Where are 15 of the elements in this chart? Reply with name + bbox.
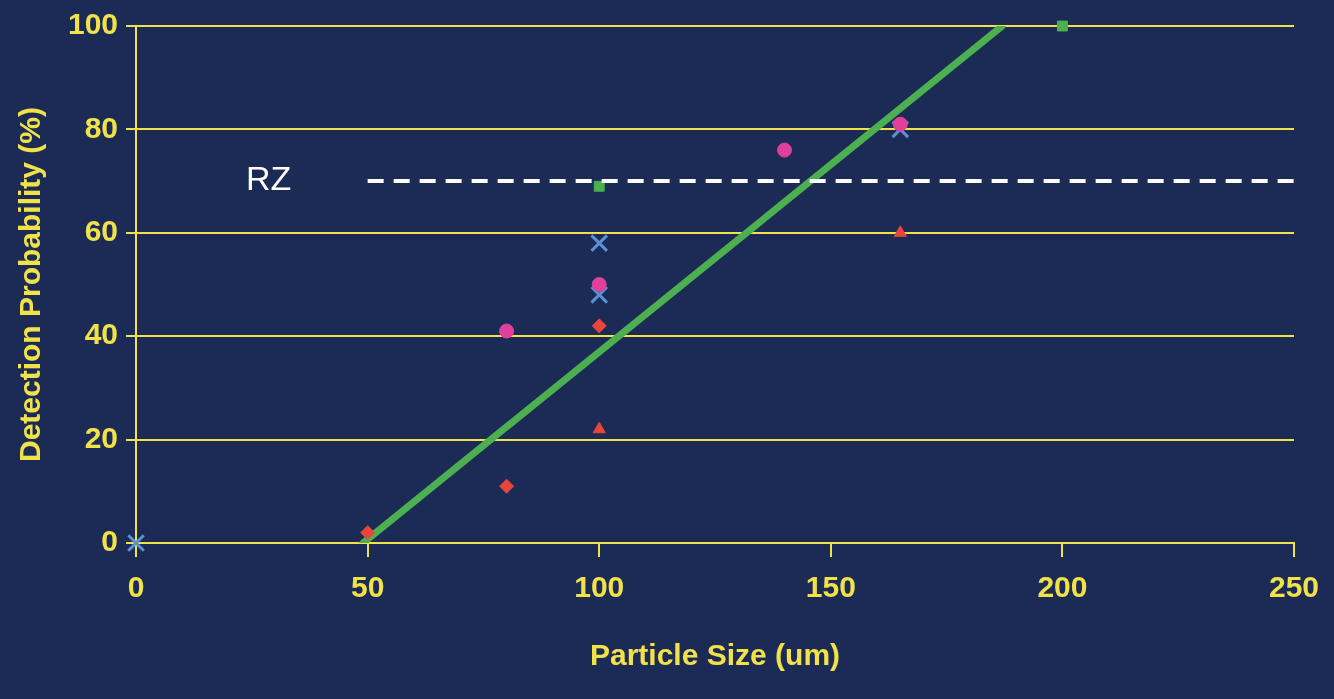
y-tick-label: 40 — [84, 317, 119, 351]
y-tick-label: 20 — [84, 420, 119, 454]
y-tick-label: 100 — [67, 7, 119, 41]
x-tick-label: 250 — [1268, 570, 1320, 604]
y-tick-label: 60 — [84, 214, 119, 248]
y-tick-label: 0 — [101, 524, 119, 558]
y-tick-label: 80 — [84, 110, 119, 144]
x-tick-label: 150 — [805, 570, 856, 604]
x-axis-title: Particle Size (um) — [589, 638, 841, 672]
x-tick-label: 200 — [1037, 570, 1088, 604]
y-axis-title: Detection Probability (%) — [13, 106, 47, 463]
x-tick-label: 0 — [127, 570, 145, 604]
ref-line-label: RZ — [246, 159, 292, 198]
x-tick-label: 100 — [574, 570, 625, 604]
x-tick-label: 50 — [350, 570, 385, 604]
